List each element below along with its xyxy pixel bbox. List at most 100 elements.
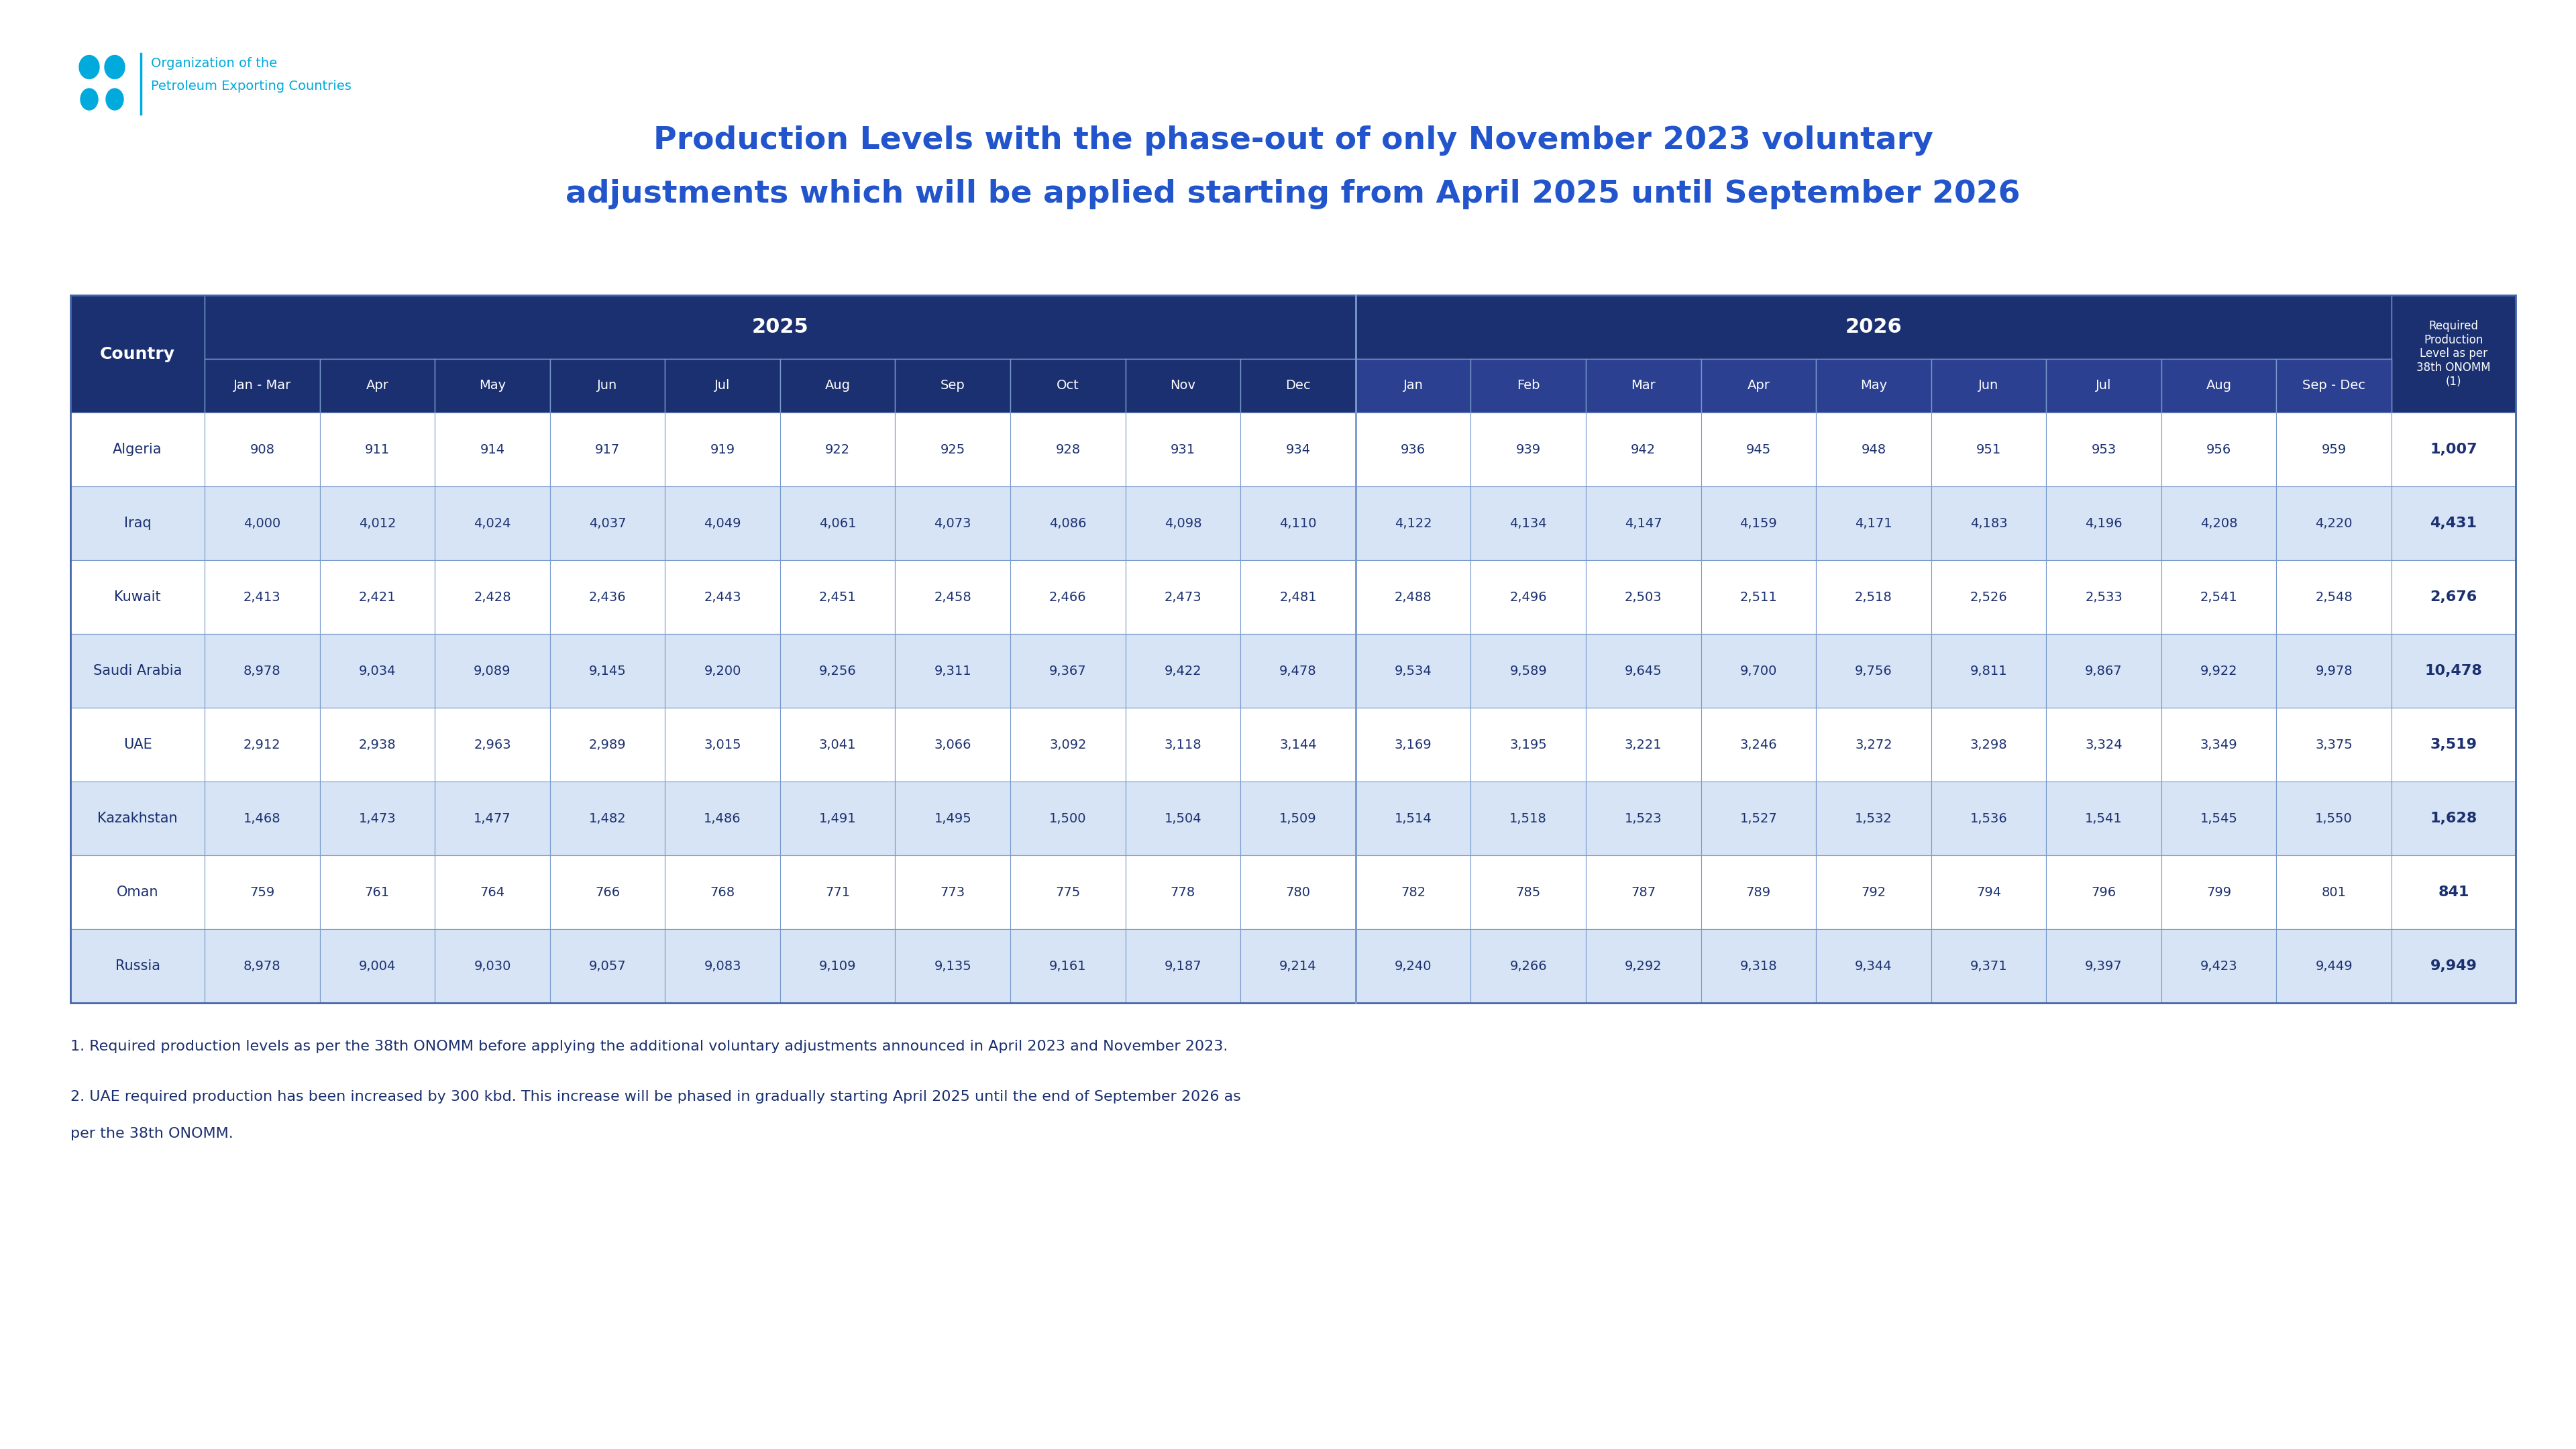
Bar (2161, 781, 2275, 855)
Bar (1584, 413, 1700, 487)
Bar (1929, 359, 2045, 413)
Bar (781, 707, 894, 781)
Text: 9,449: 9,449 (2316, 959, 2352, 972)
Text: Dec: Dec (1285, 380, 1311, 393)
Bar (70, 296, 2514, 1003)
Text: Jun: Jun (1978, 380, 1999, 393)
Text: 782: 782 (1401, 885, 1425, 898)
Bar (1700, 487, 1816, 561)
Bar (435, 855, 549, 929)
Bar (1584, 855, 1700, 929)
Bar (894, 707, 1010, 781)
Bar (549, 707, 665, 781)
Text: 9,311: 9,311 (935, 665, 971, 677)
Bar (2045, 561, 2161, 635)
Text: 4,171: 4,171 (1855, 517, 1891, 530)
Text: 3,246: 3,246 (1739, 738, 1777, 751)
Text: 9,949: 9,949 (2429, 959, 2476, 972)
Bar (435, 781, 549, 855)
Bar (549, 781, 665, 855)
Text: 2,466: 2,466 (1048, 591, 1087, 603)
Bar (1010, 359, 1126, 413)
Bar (1700, 855, 1816, 929)
Text: 1,477: 1,477 (474, 811, 510, 824)
Bar (549, 635, 665, 707)
Text: 9,422: 9,422 (1164, 665, 1200, 677)
Bar (204, 635, 319, 707)
Text: 2,533: 2,533 (2084, 591, 2123, 603)
Bar (1929, 561, 2045, 635)
Text: 919: 919 (711, 443, 734, 456)
Text: 4,073: 4,073 (935, 517, 971, 530)
Text: 2. UAE required production has been increased by 300 kbd. This increase will be : 2. UAE required production has been incr… (70, 1090, 1242, 1104)
Text: 785: 785 (1515, 885, 1540, 898)
Text: 761: 761 (366, 885, 389, 898)
Bar (781, 635, 894, 707)
Bar (319, 635, 435, 707)
Text: 1,500: 1,500 (1048, 811, 1087, 824)
Bar (894, 855, 1010, 929)
Text: 1,482: 1,482 (590, 811, 626, 824)
Bar (894, 359, 1010, 413)
Bar (2161, 359, 2275, 413)
Text: 4,183: 4,183 (1971, 517, 2007, 530)
Bar (665, 561, 781, 635)
Bar (70, 413, 204, 487)
Bar (2275, 781, 2391, 855)
Bar (781, 561, 894, 635)
Bar (1816, 929, 1929, 1003)
Text: 2,481: 2,481 (1280, 591, 1316, 603)
Bar (1239, 561, 1355, 635)
Text: 9,922: 9,922 (2200, 665, 2236, 677)
Bar (2161, 487, 2275, 561)
Text: 2,518: 2,518 (1855, 591, 1891, 603)
Bar (1010, 561, 1126, 635)
Bar (2045, 929, 2161, 1003)
Bar (665, 487, 781, 561)
Bar (781, 855, 894, 929)
Bar (894, 561, 1010, 635)
Bar (549, 855, 665, 929)
Text: 801: 801 (2321, 885, 2347, 898)
Bar (70, 487, 204, 561)
Bar (2161, 635, 2275, 707)
Text: 8,978: 8,978 (245, 665, 281, 677)
Bar (2275, 561, 2391, 635)
Text: Feb: Feb (1517, 380, 1540, 393)
Bar (781, 359, 894, 413)
Bar (204, 707, 319, 781)
Text: 1,491: 1,491 (819, 811, 855, 824)
Bar (70, 635, 204, 707)
Text: 959: 959 (2321, 443, 2347, 456)
Text: 3,221: 3,221 (1625, 738, 1662, 751)
Text: 4,012: 4,012 (358, 517, 397, 530)
Text: Mar: Mar (1631, 380, 1656, 393)
Text: 759: 759 (250, 885, 276, 898)
Text: 4,086: 4,086 (1048, 517, 1087, 530)
Text: 3,015: 3,015 (703, 738, 742, 751)
Text: Sep - Dec: Sep - Dec (2303, 380, 2365, 393)
Bar (1239, 929, 1355, 1003)
Text: 3,519: 3,519 (2429, 738, 2476, 752)
Bar (1929, 487, 2045, 561)
Bar (1471, 929, 1584, 1003)
Bar (2275, 413, 2391, 487)
Bar (1471, 781, 1584, 855)
Bar (1355, 707, 1471, 781)
Bar (204, 296, 1355, 359)
Text: Production Levels with the phase-out of only November 2023 voluntary: Production Levels with the phase-out of … (652, 126, 1932, 156)
Bar (2275, 855, 2391, 929)
Text: 928: 928 (1056, 443, 1079, 456)
Bar (1010, 413, 1126, 487)
Bar (1700, 635, 1816, 707)
Text: 773: 773 (940, 885, 966, 898)
Bar (1816, 487, 1929, 561)
Bar (319, 561, 435, 635)
Bar (1471, 635, 1584, 707)
Bar (665, 359, 781, 413)
Bar (1471, 413, 1584, 487)
Text: Russia: Russia (116, 959, 160, 972)
Ellipse shape (106, 88, 124, 110)
Text: 4,220: 4,220 (2316, 517, 2352, 530)
Text: 2,413: 2,413 (245, 591, 281, 603)
